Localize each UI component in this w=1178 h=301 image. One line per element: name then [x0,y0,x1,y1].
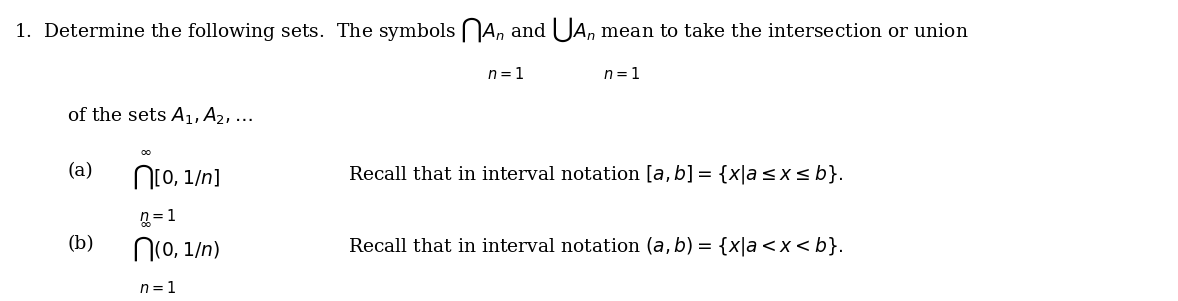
Text: (b): (b) [67,235,94,253]
Text: $\bigcap[0, 1/n]$: $\bigcap[0, 1/n]$ [132,163,220,191]
Text: (a): (a) [67,163,93,181]
Text: $\infty$: $\infty$ [139,144,152,159]
Text: $n{=}1$: $n{=}1$ [487,66,523,82]
Text: $\bigcap(0, 1/n)$: $\bigcap(0, 1/n)$ [132,235,220,263]
Text: 1.  Determine the following sets.  The symbols $\bigcap A_n$ and $\bigcup A_n$ m: 1. Determine the following sets. The sym… [14,15,968,44]
Text: Recall that in interval notation $[a, b] = \{x|a \leq x \leq b\}.$: Recall that in interval notation $[a, b]… [348,163,843,185]
Text: of the sets $A_1, A_2, \ldots$: of the sets $A_1, A_2, \ldots$ [67,105,253,127]
Text: $n{=}1$: $n{=}1$ [603,66,640,82]
Text: Recall that in interval notation $(a, b) = \{x|a < x < b\}.$: Recall that in interval notation $(a, b)… [348,235,843,258]
Text: $n{=}1$: $n{=}1$ [139,208,176,224]
Text: $\infty$: $\infty$ [139,217,152,231]
Text: $n{=}1$: $n{=}1$ [139,280,176,296]
